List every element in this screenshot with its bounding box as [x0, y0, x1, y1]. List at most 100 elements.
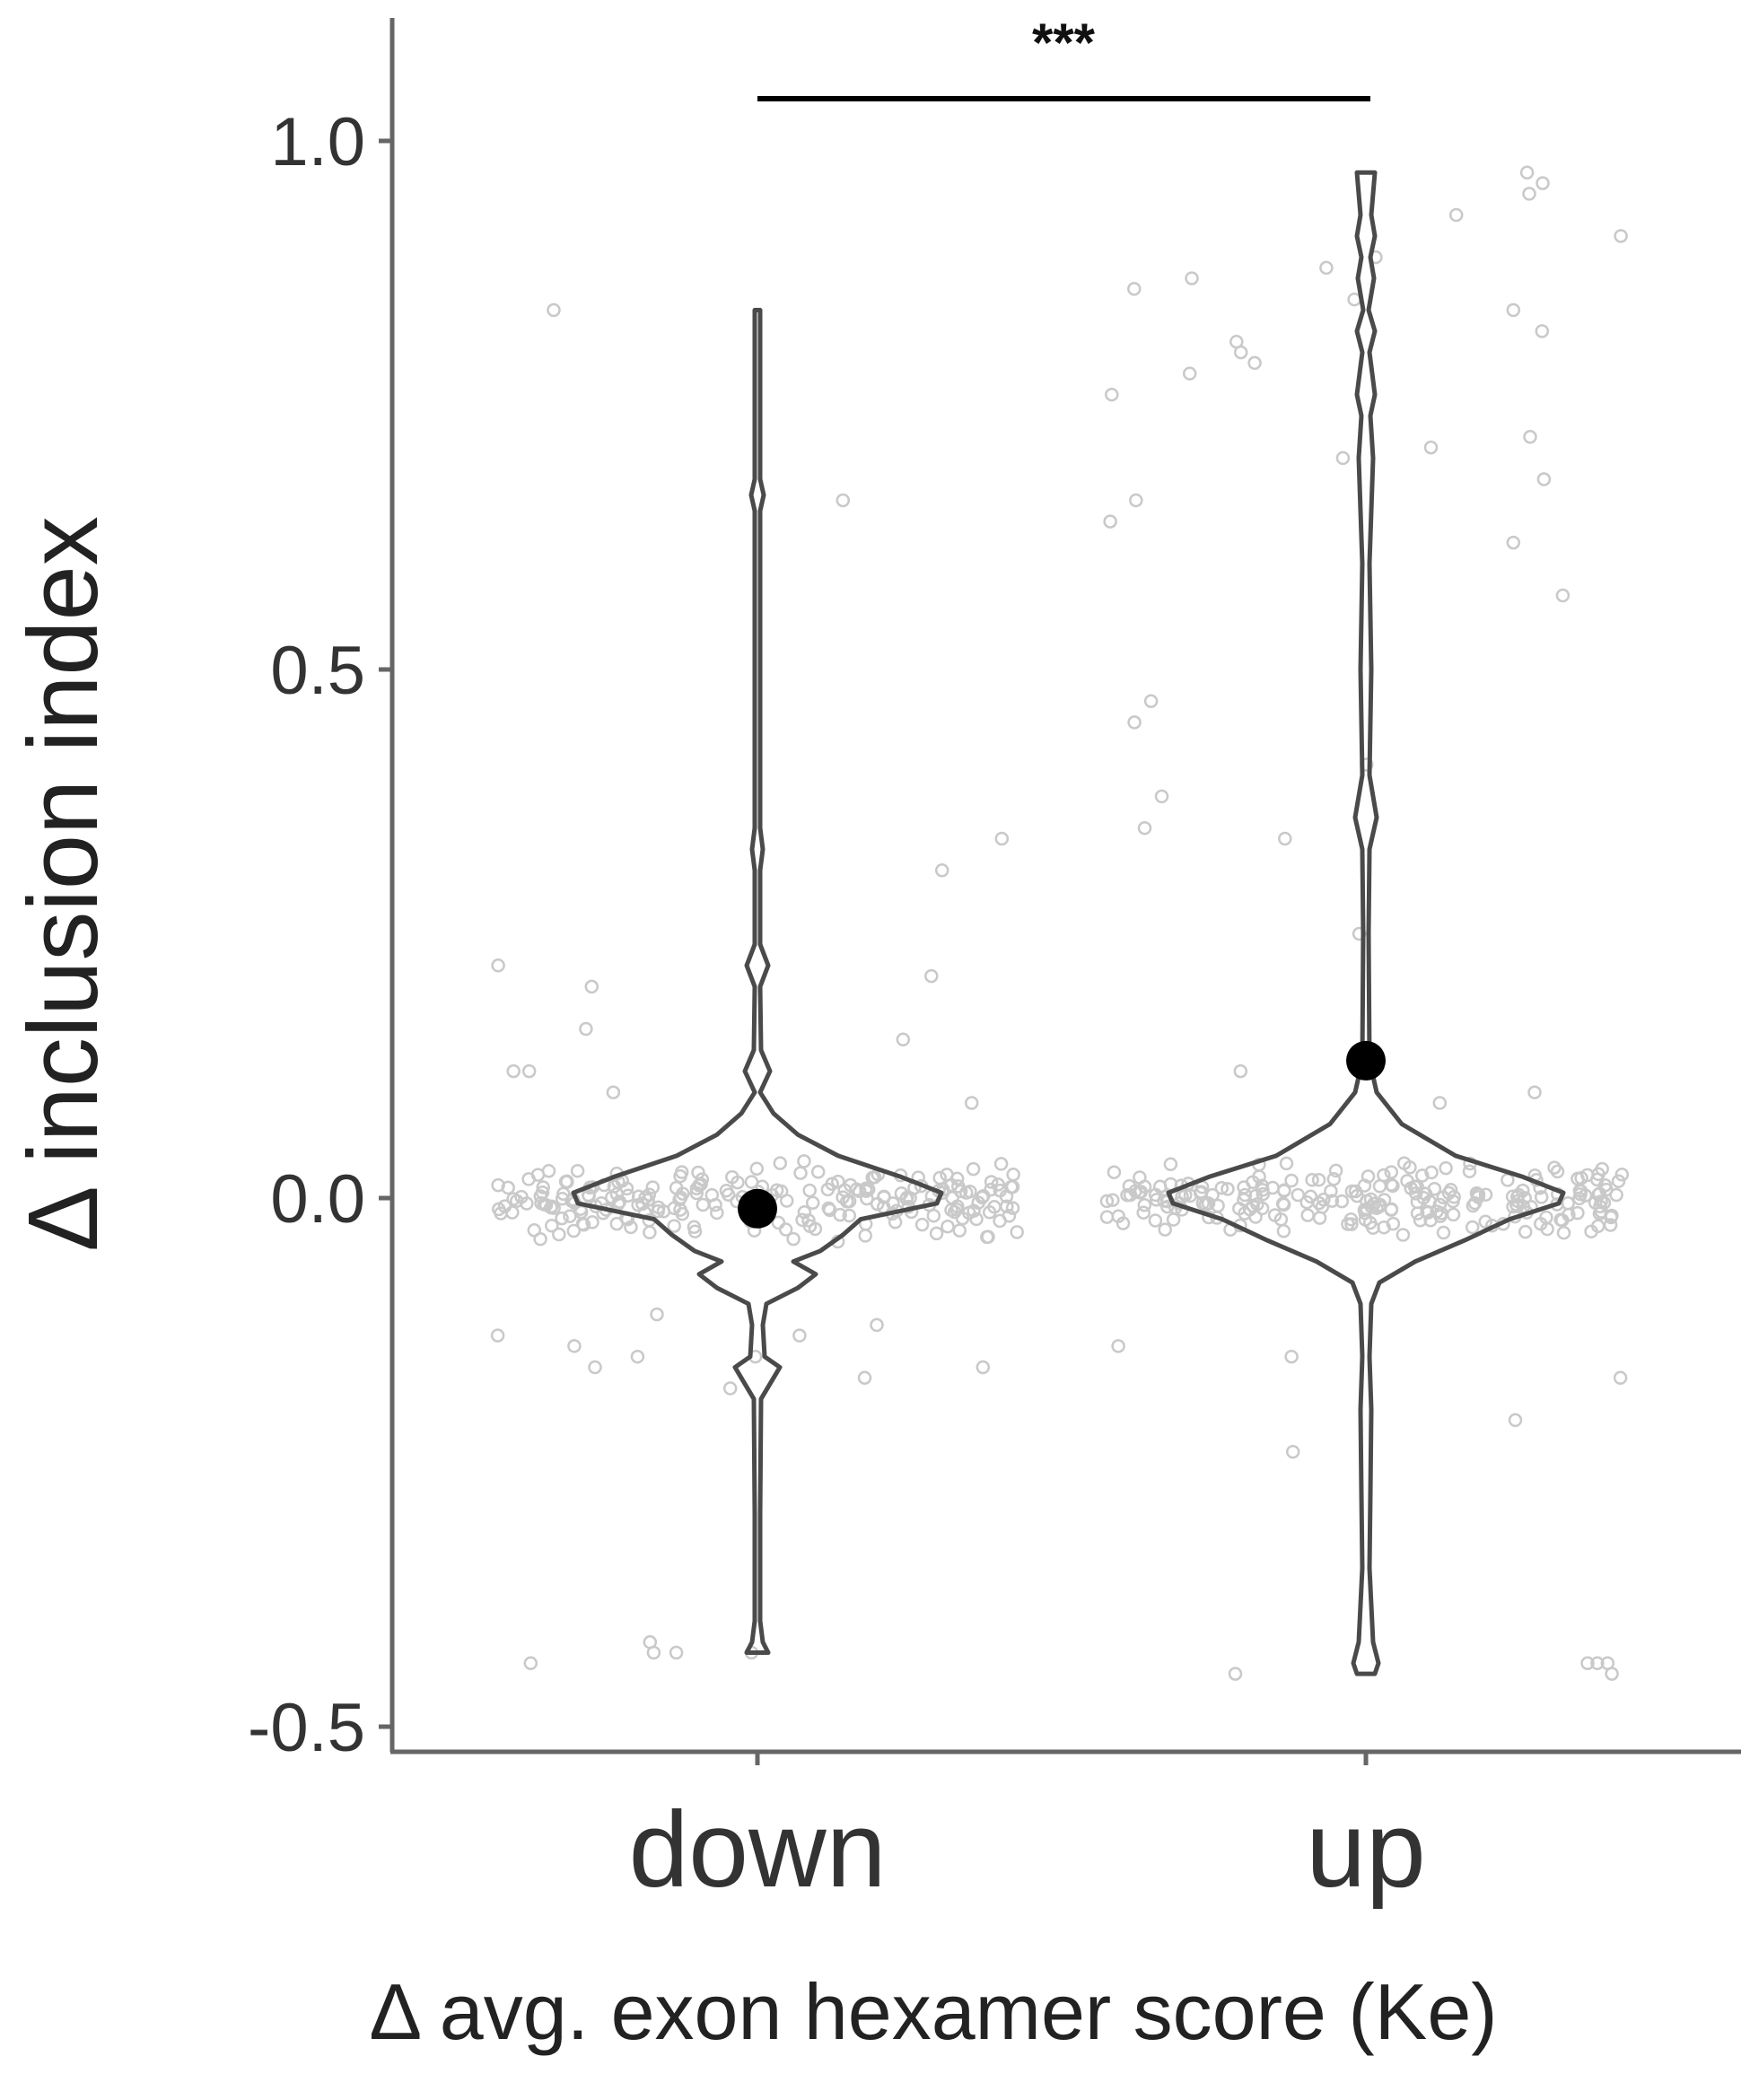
data-point	[645, 1180, 661, 1194]
mean-marker-up	[1346, 1040, 1386, 1081]
data-point	[1423, 440, 1439, 455]
data-point	[1276, 1197, 1291, 1212]
data-point	[966, 1161, 981, 1177]
data-point	[1595, 1161, 1609, 1177]
violins	[571, 170, 1566, 1676]
data-point	[1103, 514, 1117, 529]
data-point	[1252, 1169, 1266, 1184]
data-point	[1518, 1224, 1533, 1239]
data-point	[1256, 1183, 1270, 1197]
data-point	[534, 1195, 548, 1211]
data-point	[619, 1181, 634, 1196]
data-point	[1182, 366, 1197, 381]
data-point	[1143, 694, 1159, 709]
data-point	[1163, 1157, 1178, 1172]
data-point	[1508, 1413, 1523, 1428]
data-point	[1185, 271, 1199, 285]
data-point	[1214, 1180, 1229, 1195]
data-point	[984, 1175, 999, 1189]
data-point	[1536, 472, 1552, 486]
data-point	[541, 1164, 556, 1178]
data-point	[1448, 207, 1464, 223]
data-point	[1523, 430, 1537, 444]
jitter-points	[490, 165, 1630, 1681]
data-point	[1506, 302, 1521, 318]
data-point	[749, 1161, 765, 1177]
data-point	[1250, 1197, 1264, 1212]
data-point	[523, 1656, 538, 1671]
data-point	[1335, 451, 1351, 466]
data-point	[894, 1186, 909, 1201]
data-point	[1462, 1164, 1477, 1178]
data-point	[1099, 1194, 1115, 1209]
data-point	[576, 1218, 591, 1232]
data-point	[1536, 176, 1550, 190]
data-point	[1291, 1187, 1306, 1203]
violin-up	[1166, 170, 1566, 1676]
data-point	[842, 1194, 857, 1209]
data-point	[570, 1163, 585, 1178]
data-point	[1613, 1370, 1628, 1386]
data-point	[563, 1209, 577, 1223]
data-point	[1116, 1216, 1131, 1230]
data-point	[1424, 1165, 1439, 1180]
data-point	[1305, 1173, 1319, 1187]
data-point	[867, 1169, 882, 1185]
data-point	[656, 1204, 671, 1219]
y-ticks: -0.5 0.0 0.5 1.0	[248, 104, 392, 1766]
data-point	[1267, 1208, 1282, 1222]
data-point	[944, 1203, 958, 1218]
data-point	[1443, 1183, 1458, 1197]
data-point	[719, 1183, 734, 1198]
data-point	[810, 1165, 826, 1179]
data-point	[1099, 1210, 1115, 1224]
data-point	[1400, 1174, 1414, 1188]
data-point	[857, 1370, 872, 1386]
data-point	[669, 1645, 684, 1660]
data-point	[982, 1205, 997, 1220]
data-point	[1198, 1197, 1213, 1212]
data-point	[606, 1085, 621, 1099]
data-point	[555, 1211, 569, 1226]
data-point	[675, 1206, 690, 1221]
data-point	[994, 831, 1010, 846]
data-point	[1010, 1225, 1024, 1239]
x-ticks: down up	[629, 1752, 1426, 1910]
data-point	[1522, 187, 1536, 201]
data-point	[1535, 324, 1550, 338]
data-point	[1396, 1228, 1411, 1242]
data-point	[1278, 831, 1292, 846]
data-point	[1137, 820, 1152, 836]
data-point	[963, 1184, 977, 1199]
data-point	[1284, 1173, 1299, 1188]
data-point	[793, 1166, 808, 1180]
data-point	[858, 1229, 872, 1243]
data-point	[1319, 260, 1334, 276]
data-point	[802, 1219, 818, 1234]
data-point	[1555, 588, 1571, 603]
data-point	[521, 1063, 537, 1079]
data-point	[1446, 1207, 1461, 1222]
data-point	[1300, 1208, 1315, 1222]
data-point	[510, 1194, 524, 1208]
mean-markers	[738, 1040, 1386, 1229]
data-point	[1158, 1222, 1172, 1237]
data-point	[1324, 1184, 1338, 1198]
data-point	[929, 1226, 944, 1241]
data-point	[1129, 493, 1143, 508]
data-point	[778, 1222, 793, 1237]
data-point	[940, 1168, 954, 1182]
data-point	[1237, 1193, 1251, 1207]
data-point	[833, 1207, 847, 1222]
significance-label: ***	[1032, 13, 1096, 73]
data-point	[650, 1307, 664, 1322]
data-point	[1478, 1214, 1492, 1229]
data-point	[708, 1197, 722, 1212]
data-point	[1127, 715, 1142, 730]
data-point	[1276, 1224, 1291, 1238]
data-point	[976, 1360, 991, 1375]
data-point	[1347, 292, 1361, 307]
data-point	[689, 1186, 704, 1201]
data-point	[1478, 1187, 1493, 1202]
data-point	[836, 1190, 850, 1204]
